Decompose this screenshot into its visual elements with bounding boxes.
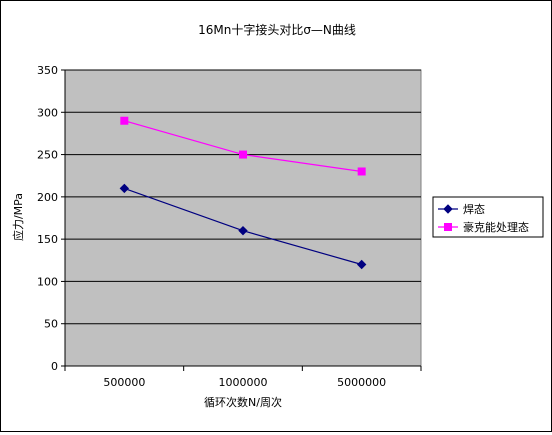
x-tick-label-2: 5000000 bbox=[337, 376, 386, 389]
y-tick-label-1: 50 bbox=[44, 318, 58, 331]
legend-marker-0 bbox=[443, 204, 453, 214]
x-axis-label: 循环次数N/周次 bbox=[204, 395, 282, 409]
plot-area: 0 50 100 150 200 250 300 350 500000 1000000 500000… bbox=[37, 64, 422, 389]
y-tick-label-3: 150 bbox=[37, 233, 58, 246]
legend-label-0: 焊态 bbox=[463, 202, 485, 216]
y-axis-label: 应力/MPa bbox=[11, 193, 25, 241]
y-tick-label-5: 250 bbox=[37, 149, 58, 162]
x-tick-label-1: 1000000 bbox=[219, 376, 268, 389]
series-0-point-2 bbox=[356, 259, 367, 270]
series-0-point-1 bbox=[238, 225, 248, 236]
series-0-point-0 bbox=[119, 183, 130, 194]
y-tick-label-4: 200 bbox=[37, 191, 58, 204]
series-1-point-1 bbox=[239, 150, 247, 159]
series-1-point-0 bbox=[120, 116, 129, 125]
series-1-point-2 bbox=[357, 167, 366, 176]
chart-title: 16Mn十字接头对比σ—N曲线 bbox=[198, 22, 356, 37]
y-tick-label-0: 0 bbox=[51, 360, 58, 373]
y-tick-label-6: 300 bbox=[37, 106, 58, 119]
legend-marker-1 bbox=[444, 223, 452, 231]
x-tick-label-0: 500000 bbox=[103, 376, 145, 389]
y-tick-label-7: 350 bbox=[37, 64, 58, 77]
y-tick-label-2: 100 bbox=[37, 275, 58, 288]
plot-background bbox=[64, 69, 422, 367]
legend-label-1: 豪克能处理态 bbox=[463, 220, 529, 234]
